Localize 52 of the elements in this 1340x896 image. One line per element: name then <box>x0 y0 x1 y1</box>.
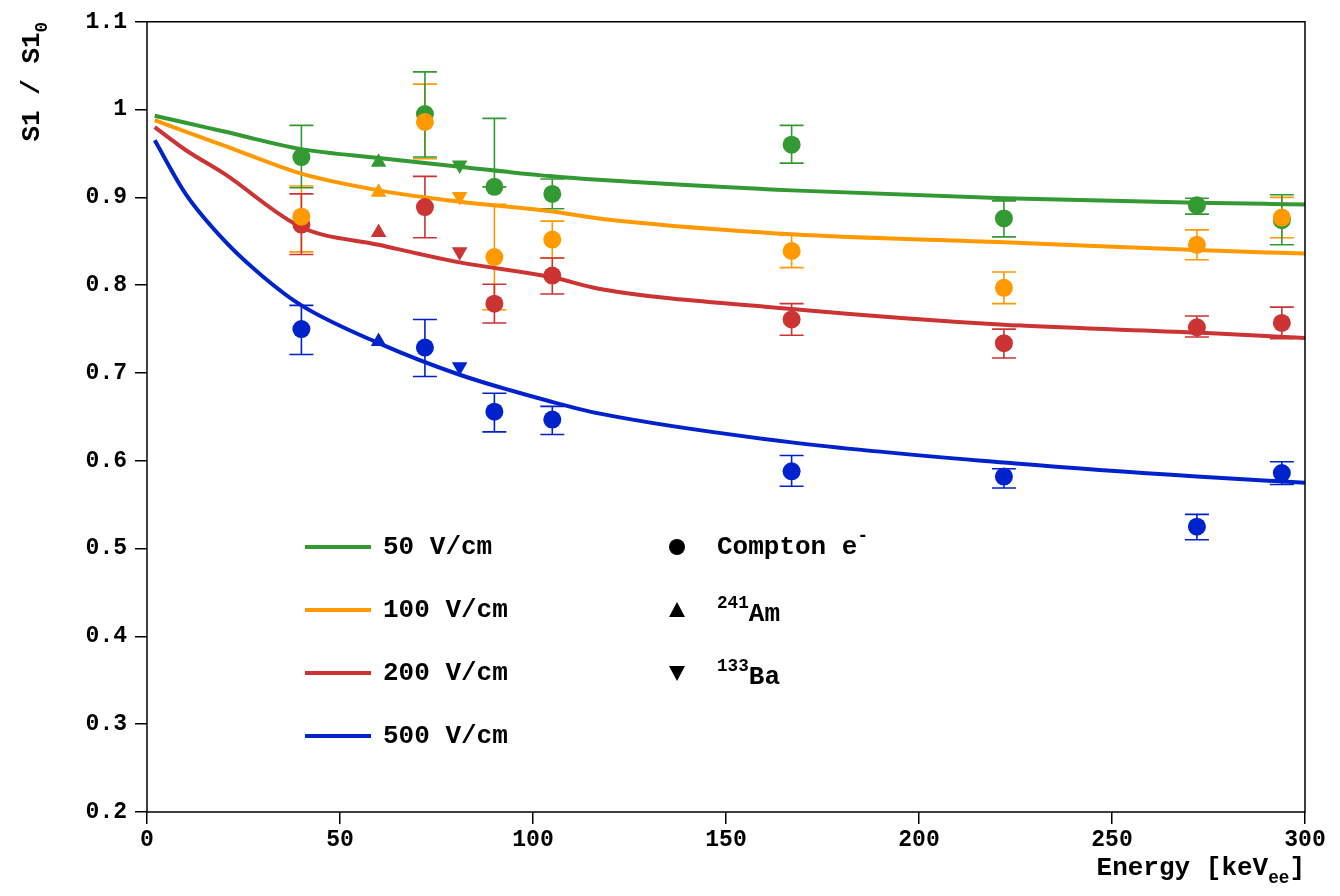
point <box>543 266 562 285</box>
point <box>292 148 311 167</box>
x-tick-label: 300 <box>1284 826 1326 853</box>
point <box>782 310 801 329</box>
line-series <box>152 138 1305 485</box>
y-tick-label: 0.5 <box>85 535 127 562</box>
legend-label: 200 V/cm <box>383 657 508 688</box>
point <box>292 320 311 339</box>
point <box>543 184 562 203</box>
y-tick-label: 0.4 <box>85 623 128 650</box>
y-tick-label: 0.2 <box>85 798 127 825</box>
x-tick-label: 250 <box>1091 826 1133 853</box>
point <box>415 338 434 357</box>
y-tick-label: 0.9 <box>85 184 127 211</box>
point <box>1187 196 1206 215</box>
point <box>994 209 1013 228</box>
point <box>1187 235 1206 254</box>
annotation: Compton e- <box>717 526 869 562</box>
point <box>415 112 434 131</box>
x-tick-label: 100 <box>512 826 554 853</box>
point <box>1272 313 1291 332</box>
point <box>485 177 504 196</box>
y-tick-label: 1 <box>113 96 127 123</box>
y-tick-label: 1.1 <box>85 8 127 35</box>
y-tick-label: 0.6 <box>85 447 127 474</box>
point <box>1187 517 1206 536</box>
point <box>782 135 801 154</box>
point <box>994 278 1013 297</box>
point <box>485 294 504 313</box>
point <box>994 334 1013 353</box>
legend-label: 50 V/cm <box>383 531 493 562</box>
legend-label: 100 V/cm <box>383 594 508 625</box>
x-tick-label: 200 <box>898 826 940 853</box>
legend-label: 500 V/cm <box>383 720 508 751</box>
point <box>543 410 562 429</box>
point <box>543 230 562 249</box>
point <box>292 207 311 226</box>
x-tick-label: 50 <box>326 826 354 853</box>
point <box>370 153 387 167</box>
point <box>370 183 387 197</box>
point <box>485 402 504 421</box>
point <box>485 248 504 267</box>
x-tick-label: 150 <box>705 826 747 853</box>
point <box>370 223 387 238</box>
y-axis-title: S1 / S10 <box>16 21 52 142</box>
point <box>782 462 801 481</box>
y-tick-label: 0.7 <box>85 359 127 386</box>
y-tick-label: 0.3 <box>85 711 127 737</box>
point <box>415 198 434 217</box>
x-tick-label: 0 <box>140 826 154 853</box>
point <box>782 241 801 260</box>
y-tick-label: 0.8 <box>85 272 127 298</box>
